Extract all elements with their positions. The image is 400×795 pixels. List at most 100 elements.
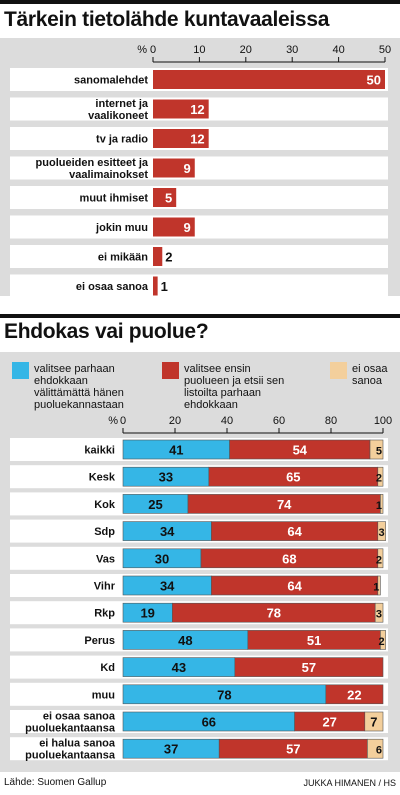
section-rule bbox=[0, 314, 400, 318]
chart2-value-label: 6 bbox=[376, 745, 382, 757]
chart2-value-label: 64 bbox=[287, 579, 302, 594]
chart1-value-label: 12 bbox=[190, 102, 204, 117]
chart2-value-label: 66 bbox=[202, 715, 216, 730]
chart2-category-label: Rkp bbox=[94, 608, 115, 620]
chart2-category-label: ei halua sanoa puoluekantaansa bbox=[25, 738, 116, 762]
chart2-value-label: 43 bbox=[172, 660, 186, 675]
chart2-category-label: kaikki bbox=[84, 445, 115, 457]
chart2-tick-label: 100 bbox=[374, 415, 392, 427]
chart1-value-label: 9 bbox=[184, 220, 191, 235]
chart2-tick-label: 80 bbox=[325, 415, 337, 427]
chart2-value-label: 2 bbox=[376, 554, 382, 566]
chart2-category-label: Sdp bbox=[94, 526, 115, 538]
chart1-svg: % 0 10 20 30 40 50 sanomalehdet 50 internet ja vaa… bbox=[10, 44, 391, 296]
chart1-category-label: jokin muu bbox=[95, 222, 148, 234]
chart2-tick-label: 40 bbox=[221, 415, 233, 427]
chart1-bar bbox=[153, 247, 163, 266]
chart2-value-label: 64 bbox=[287, 524, 302, 539]
chart2-title: Ehdokas vai puolue? bbox=[4, 320, 209, 343]
chart2-category-label: Kd bbox=[100, 662, 115, 674]
chart1-row-bg bbox=[10, 274, 388, 296]
chart1-row-bg bbox=[10, 186, 388, 209]
chart2-value-label: 65 bbox=[286, 470, 300, 485]
chart2-value-label: 78 bbox=[267, 606, 281, 621]
chart2-category-label: Perus bbox=[84, 635, 115, 647]
chart2-category-label: ei osaa sanoa puoluekantaansa bbox=[25, 711, 116, 735]
chart2-value-label: 34 bbox=[160, 524, 175, 539]
chart2-bar-segment bbox=[367, 738, 384, 759]
chart1-title: Tärkein tietolähde kuntavaaleissa bbox=[4, 8, 330, 31]
chart1-axis-unit: % bbox=[137, 44, 147, 56]
chart1-tick-label: 30 bbox=[286, 44, 298, 56]
chart1-bar bbox=[153, 276, 158, 296]
chart2-svg: valitsee parhaan ehdokkaan välittämättä hä… bbox=[10, 362, 392, 762]
chart2-value-label: 2 bbox=[378, 636, 384, 648]
top-rule bbox=[0, 0, 400, 4]
chart2-value-label: 48 bbox=[178, 633, 192, 648]
chart2-bar-segment bbox=[369, 439, 384, 460]
chart1-bar bbox=[153, 158, 195, 178]
chart2-bar-segment bbox=[377, 548, 384, 569]
chart2-value-label: 74 bbox=[277, 497, 292, 512]
chart1-row-bg bbox=[10, 215, 388, 239]
chart2-bar-segment bbox=[234, 657, 384, 677]
chart1-tick-label: 0 bbox=[150, 44, 156, 56]
chart2-legend-swatch bbox=[12, 362, 29, 379]
chart1-value-label: 9 bbox=[184, 161, 191, 176]
chart2-axis-unit: % bbox=[108, 415, 118, 427]
chart1-category-label: muut ihmiset bbox=[80, 193, 149, 205]
chart1-value-label: 12 bbox=[190, 132, 204, 147]
chart2-value-label: 37 bbox=[164, 742, 178, 757]
chart2-value-label: 68 bbox=[282, 551, 296, 566]
chart2-value-label: 5 bbox=[376, 446, 382, 458]
chart2-bar-segment bbox=[377, 466, 384, 487]
chart2-category-label: Kesk bbox=[89, 472, 116, 484]
chart2-legend-label: ei osaa sanoa bbox=[352, 363, 388, 387]
chart2-value-label: 1 bbox=[376, 500, 382, 512]
chart2-legend-label: valitsee parhaan ehdokkaan välittämättä hä… bbox=[34, 363, 124, 411]
chart2-bar-segment bbox=[374, 602, 384, 623]
chart2-value-label: 51 bbox=[307, 633, 321, 648]
chart1-bar bbox=[153, 129, 209, 148]
chart1-tick-label: 50 bbox=[379, 44, 391, 56]
chart1-row-bg bbox=[10, 156, 388, 180]
chart2-value-label: 34 bbox=[160, 579, 175, 594]
chart2-bar-segment bbox=[377, 575, 381, 596]
chart2-value-label: 2 bbox=[376, 473, 382, 485]
chart1-bar bbox=[153, 70, 385, 89]
chart1-value-label: 5 bbox=[165, 191, 172, 206]
chart2-value-label: 3 bbox=[378, 527, 384, 539]
chart2-bar-segment bbox=[380, 494, 384, 514]
chart2-legend-swatch bbox=[330, 362, 347, 379]
chart2-category-label: Kok bbox=[94, 499, 116, 511]
chart2-value-label: 57 bbox=[286, 742, 300, 757]
chart2-legend-swatch bbox=[162, 362, 179, 379]
chart2-bar-segment bbox=[380, 630, 386, 650]
chart2-value-label: 1 bbox=[373, 582, 379, 594]
chart1-category-label: ei osaa sanoa bbox=[76, 281, 149, 293]
chart1-row-bg bbox=[10, 245, 388, 268]
chart1-value-label: 2 bbox=[165, 250, 172, 265]
chart1-tick-label: 20 bbox=[240, 44, 252, 56]
chart2-tick-label: 0 bbox=[120, 415, 126, 427]
chart2-category-label: Vas bbox=[96, 553, 115, 565]
chart1-bar bbox=[153, 99, 209, 119]
chart2-value-label: 19 bbox=[140, 606, 154, 621]
chart2-legend-label: valitsee ensin puolueen ja etsii sen listo… bbox=[184, 363, 284, 411]
credit-note: JUKKA HIMANEN / HS bbox=[303, 778, 396, 788]
chart1-category-label: internet ja vaalikoneet bbox=[88, 98, 149, 122]
chart2-category-label: Vihr bbox=[94, 581, 116, 593]
chart1-category-label: tv ja radio bbox=[96, 134, 148, 146]
chart1-category-label: sanomalehdet bbox=[74, 75, 148, 87]
chart2-bar-segment bbox=[377, 521, 386, 541]
chart1-bar bbox=[153, 217, 195, 237]
chart2-category-label: muu bbox=[92, 689, 115, 701]
chart2-value-label: 78 bbox=[217, 687, 231, 702]
chart2-value-label: 3 bbox=[376, 609, 382, 621]
chart2-value-label: 57 bbox=[302, 660, 316, 675]
source-note: Lähde: Suomen Gallup bbox=[4, 777, 107, 788]
chart1-bar bbox=[153, 188, 177, 207]
chart1-value-label: 50 bbox=[367, 73, 381, 88]
chart2-tick-label: 20 bbox=[169, 415, 181, 427]
chart2-value-label: 33 bbox=[159, 470, 173, 485]
